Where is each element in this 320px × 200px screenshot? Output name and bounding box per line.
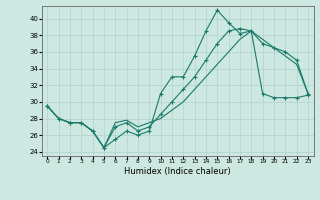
X-axis label: Humidex (Indice chaleur): Humidex (Indice chaleur) <box>124 167 231 176</box>
